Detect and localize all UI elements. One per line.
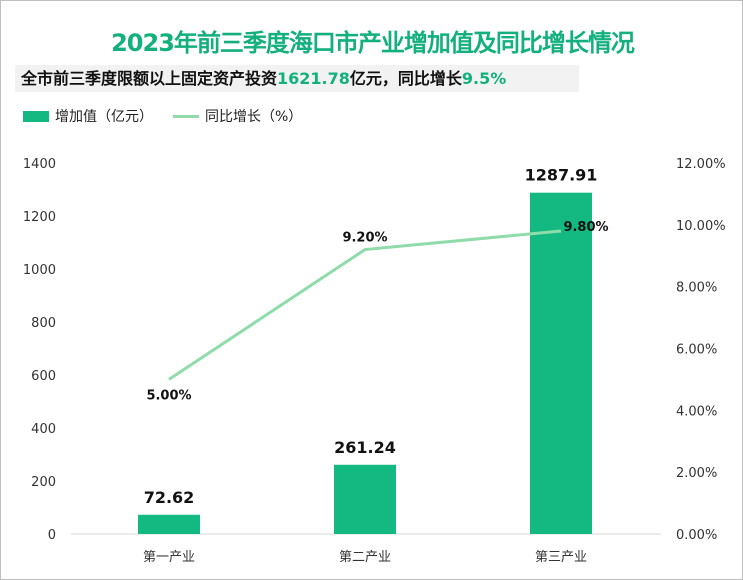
legend-bar-swatch (23, 110, 49, 122)
right-tick-label: 6.00% (676, 343, 717, 358)
right-tick-label: 2.00% (676, 466, 717, 481)
left-tick-label: 0 (48, 528, 56, 543)
subtitle: 全市前三季度限额以上固定资产投资1621.78亿元，同比增长9.5% (15, 65, 579, 92)
chart-title: 2023年前三季度海口市产业增加值及同比增长情况 (111, 29, 635, 57)
left-tick-label: 800 (31, 316, 56, 331)
bar (334, 464, 396, 534)
growth-line (168, 229, 562, 381)
subtitle-mid: 亿元，同比增长 (349, 69, 462, 88)
category-label: 第一产业 (143, 550, 195, 565)
right-tick-label: 12.00% (676, 157, 726, 172)
bar (530, 192, 592, 534)
bar-data-label: 261.24 (334, 438, 396, 457)
category-label: 第三产业 (535, 550, 587, 565)
left-tick-label: 1200 (23, 210, 56, 225)
left-tick-label: 1400 (23, 157, 56, 172)
line-data-label: 9.80% (563, 220, 608, 235)
subtitle-prefix: 全市前三季度限额以上固定资产投资 (21, 69, 278, 88)
legend-bar-label: 增加值（亿元） (55, 109, 153, 125)
right-tick-label: 8.00% (676, 281, 717, 296)
bar (138, 514, 200, 534)
left-tick-label: 600 (31, 369, 56, 384)
bar-data-label: 1287.91 (525, 166, 598, 185)
legend-line-swatch (173, 114, 199, 118)
left-tick-label: 200 (31, 475, 56, 490)
category-label: 第二产业 (339, 550, 391, 565)
bar-data-label: 72.62 (144, 488, 195, 507)
right-tick-label: 4.00% (676, 404, 717, 419)
subtitle-value1: 1621.78 (277, 69, 350, 88)
right-tick-label: 10.00% (676, 219, 726, 234)
right-tick-label: 0.00% (676, 528, 717, 543)
line-data-label: 9.20% (342, 231, 387, 246)
legend: 增加值（亿元） 同比增长（%） (23, 106, 302, 126)
left-tick-label: 1000 (23, 263, 56, 278)
left-tick-label: 400 (31, 422, 56, 437)
line-data-label: 5.00% (146, 388, 191, 403)
subtitle-value2: 9.5% (461, 69, 507, 88)
legend-line-label: 同比增长（%） (205, 109, 303, 125)
